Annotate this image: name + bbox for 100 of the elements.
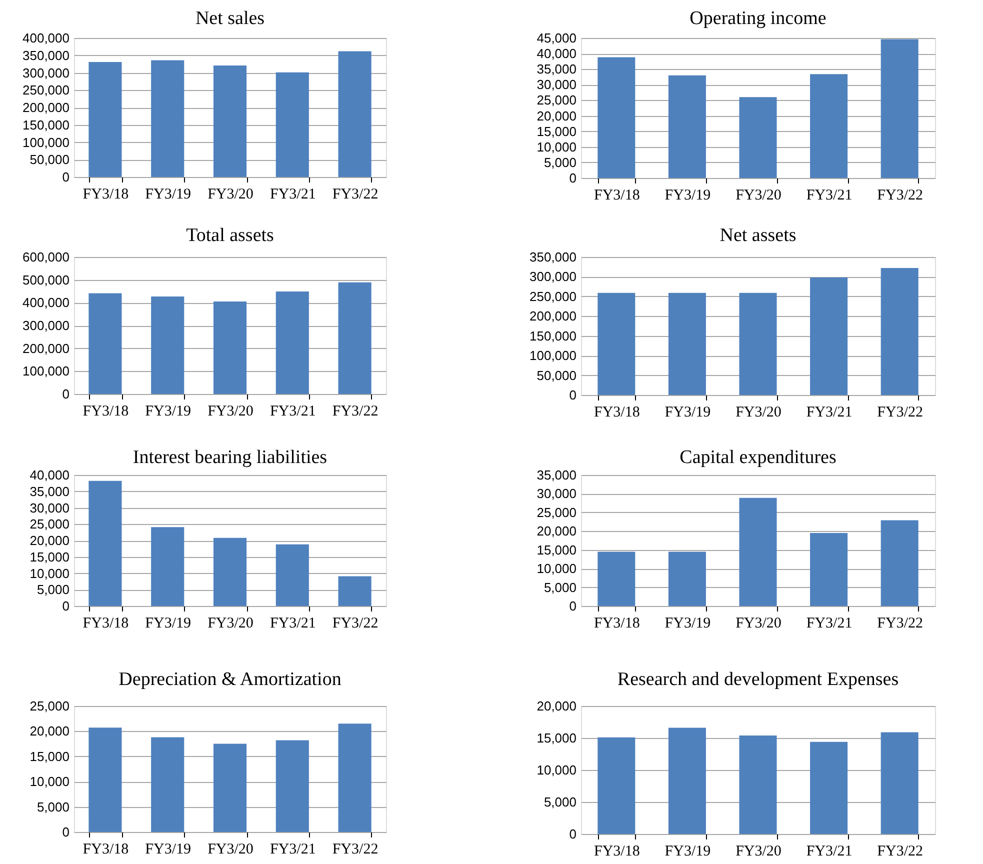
y-tick-label: 20,000 (536, 698, 576, 714)
x-tick-label: FY3/19 (664, 404, 711, 420)
y-tick-label: 250,000 (22, 82, 70, 98)
x-tick-label: FY3/18 (82, 186, 129, 202)
x-tick-label: FY3/21 (270, 186, 316, 202)
y-tick-label: 40,000 (536, 46, 576, 62)
y-tick-label: 200,000 (22, 340, 70, 356)
bar (276, 72, 309, 177)
y-tick-label: 20,000 (30, 533, 70, 548)
y-tick-label: 15,000 (536, 542, 576, 558)
x-tick-label: FY3/22 (332, 186, 378, 202)
y-tick-label: 50,000 (536, 368, 576, 383)
bar (151, 737, 184, 832)
x-tick-label: FY3/20 (736, 616, 782, 632)
y-tick-label: 10,000 (30, 774, 70, 790)
y-tick-label: 200,000 (22, 100, 70, 115)
bar (598, 292, 636, 395)
bar (338, 576, 372, 606)
bar (668, 292, 706, 395)
x-tick-label: FY3/22 (877, 188, 924, 204)
y-tick-label: 300,000 (22, 318, 70, 333)
y-tick-label: 0 (569, 170, 576, 186)
x-tick-label: FY3/19 (145, 842, 192, 858)
x-tick-label: FY3/22 (877, 404, 924, 420)
bar (598, 552, 636, 606)
bar (668, 552, 706, 606)
x-tick-label: FY3/20 (208, 404, 254, 420)
bar (213, 65, 247, 177)
chart-title: Net assets (720, 225, 796, 246)
x-tick-label: FY3/18 (82, 404, 129, 420)
y-tick-label: 300,000 (22, 65, 70, 80)
y-tick-label: 0 (569, 826, 576, 842)
x-tick-label: FY3/19 (664, 188, 711, 204)
y-tick-label: 0 (569, 388, 576, 402)
y-tick-label: 5,000 (36, 582, 70, 598)
bar (151, 527, 184, 606)
y-tick-label: 5,000 (36, 799, 70, 814)
y-tick-label: 15,000 (30, 748, 70, 764)
y-tick-label: 40,000 (30, 468, 70, 482)
y-tick-label: 400,000 (22, 295, 70, 310)
y-tick-label: 25,000 (536, 504, 576, 520)
bar (880, 520, 918, 606)
y-tick-label: 500,000 (22, 272, 70, 288)
bar (880, 732, 918, 834)
y-tick-label: 350,000 (22, 48, 70, 63)
chart-title: Total assets (186, 225, 274, 246)
bar (88, 728, 122, 832)
y-tick-label: 25,000 (536, 92, 576, 108)
x-tick-label: FY3/18 (82, 842, 129, 858)
y-tick-label: 100,000 (22, 364, 70, 379)
y-tick-label: 10,000 (30, 566, 70, 581)
y-tick-label: 0 (62, 386, 70, 402)
x-tick-label: FY3/21 (806, 404, 852, 420)
y-tick-label: 100,000 (530, 348, 576, 364)
y-tick-label: 5,000 (544, 154, 576, 170)
y-tick-label: 15,000 (536, 730, 576, 746)
bar (739, 498, 777, 606)
y-tick-label: 10,000 (536, 762, 576, 778)
y-tick-label: 200,000 (530, 308, 576, 324)
bar (598, 737, 636, 834)
x-tick-label: FY3/20 (736, 188, 782, 204)
bar (151, 60, 184, 177)
y-tick-label: 15,000 (536, 124, 576, 139)
chart-title: Capital expenditures (680, 447, 836, 468)
x-tick-label: FY3/21 (806, 188, 852, 204)
y-tick-label: 350,000 (530, 250, 576, 264)
x-tick-label: FY3/18 (594, 844, 640, 860)
y-tick-label: 45,000 (536, 30, 576, 46)
y-tick-label: 15,000 (30, 549, 70, 564)
bar (810, 278, 848, 395)
chart-title: Depreciation & Amortization (118, 669, 342, 690)
bar (810, 533, 848, 606)
chart-title: Interest bearing liabilities (132, 447, 328, 468)
y-tick-label: 0 (62, 824, 70, 840)
bar (810, 742, 848, 834)
x-tick-label: FY3/18 (594, 188, 640, 204)
bar (213, 744, 247, 832)
x-tick-label: FY3/20 (208, 616, 254, 632)
y-tick-label: 0 (569, 598, 576, 614)
x-tick-label: FY3/22 (877, 844, 924, 860)
y-tick-label: 400,000 (22, 30, 70, 46)
y-tick-label: 150,000 (530, 328, 576, 344)
bar (213, 538, 247, 606)
y-tick-label: 10,000 (536, 139, 576, 154)
bar (276, 740, 309, 832)
y-tick-label: 250,000 (530, 288, 576, 304)
bar (668, 75, 706, 178)
x-tick-label: FY3/18 (594, 616, 640, 632)
bar (810, 74, 848, 178)
y-tick-label: 10,000 (536, 561, 576, 576)
chart-title: Operating income (690, 8, 826, 29)
y-tick-label: 150,000 (22, 117, 70, 132)
x-tick-label: FY3/22 (332, 616, 378, 632)
x-tick-label: FY3/19 (145, 616, 192, 632)
bar (668, 728, 706, 834)
y-tick-label: 30,000 (536, 77, 576, 92)
x-tick-label: FY3/22 (877, 616, 924, 632)
y-tick-label: 600,000 (22, 250, 70, 264)
y-tick-label: 20,000 (30, 724, 70, 739)
x-tick-label: FY3/20 (208, 186, 254, 202)
